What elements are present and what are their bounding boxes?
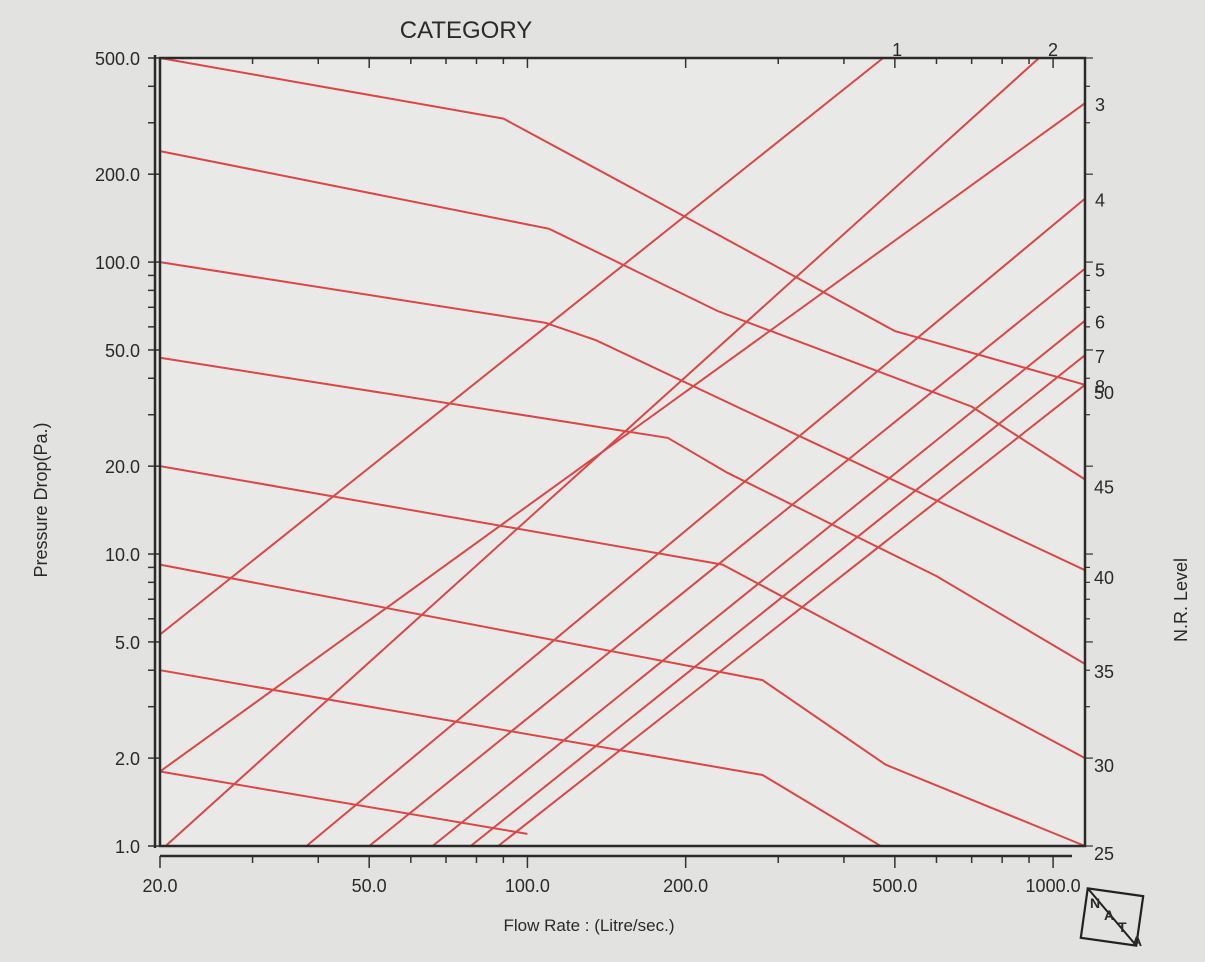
chart-lines bbox=[159, 57, 1086, 847]
nr-level-line bbox=[159, 356, 1086, 665]
category-label: 6 bbox=[1095, 313, 1105, 333]
nr-level-label: 45 bbox=[1094, 478, 1114, 498]
category-line bbox=[497, 384, 1086, 847]
logo-letter: T bbox=[1118, 919, 1127, 935]
logo-letter: A bbox=[1132, 933, 1142, 949]
nr-level-label: 50 bbox=[1094, 383, 1114, 403]
y-tick-label: 500.0 bbox=[95, 49, 140, 69]
category-line bbox=[159, 57, 884, 636]
y-tick-label: 200.0 bbox=[95, 165, 140, 185]
x-tick-label: 50.0 bbox=[352, 876, 387, 896]
plot-frame bbox=[153, 55, 1087, 858]
logo-letter: A bbox=[1104, 907, 1114, 923]
x-tick-label: 20.0 bbox=[142, 876, 177, 896]
nr-level-line bbox=[159, 150, 1086, 481]
logo-letters: NATA bbox=[1090, 895, 1142, 949]
chart-title: CATEGORY bbox=[400, 17, 532, 44]
axis-tick-labels: 20.0 50.0 100.0 200.0 500.0 1000.0 1.0 2.0 5.0 10… bbox=[95, 49, 1081, 896]
y-tick-label: 10.0 bbox=[105, 545, 140, 565]
nr-level-label: 40 bbox=[1094, 568, 1114, 588]
nr-level-line bbox=[159, 57, 1086, 386]
x-tick-label: 1000.0 bbox=[1026, 876, 1081, 896]
logo-letter: N bbox=[1090, 895, 1100, 911]
x-tick-label: 500.0 bbox=[872, 876, 917, 896]
nr-level-line bbox=[159, 563, 1086, 847]
nr-level-label: 25 bbox=[1094, 844, 1114, 864]
y-tick-label: 20.0 bbox=[105, 457, 140, 477]
y-axis-label: Pressure Drop(Pa.) bbox=[31, 422, 51, 577]
nr-level-line bbox=[159, 261, 1086, 572]
nata-logo: NATA bbox=[1079, 887, 1145, 949]
y-tick-label: 100.0 bbox=[95, 253, 140, 273]
y-tick-label: 5.0 bbox=[115, 633, 140, 653]
nr-level-label: 30 bbox=[1094, 756, 1114, 776]
x-tick-label: 200.0 bbox=[663, 876, 708, 896]
category-line bbox=[368, 267, 1086, 847]
nr-level-label: 35 bbox=[1094, 662, 1114, 682]
category-label: 7 bbox=[1095, 347, 1105, 367]
nr-level-line bbox=[159, 465, 1086, 759]
x-tick-label: 100.0 bbox=[505, 876, 550, 896]
category-line bbox=[470, 354, 1086, 847]
nr-level-line bbox=[159, 770, 528, 835]
y2-axis-label: N.R. Level bbox=[1171, 558, 1191, 642]
category-line bbox=[305, 197, 1086, 847]
category-label: 4 bbox=[1095, 191, 1105, 211]
x-axis-label: Flow Rate : (Litre/sec.) bbox=[504, 916, 675, 935]
category-label: 5 bbox=[1095, 261, 1105, 281]
category-line bbox=[159, 102, 1086, 773]
plot-area bbox=[160, 58, 1085, 846]
category-label: 2 bbox=[1048, 40, 1058, 60]
category-label: 8 bbox=[1095, 377, 1105, 397]
y-tick-label: 1.0 bbox=[115, 837, 140, 857]
plot-border bbox=[158, 56, 1087, 848]
nr-level-line bbox=[159, 669, 882, 847]
category-label: 3 bbox=[1095, 95, 1105, 115]
y-tick-label: 2.0 bbox=[115, 749, 140, 769]
category-label: 1 bbox=[892, 40, 902, 60]
y-tick-label: 50.0 bbox=[105, 341, 140, 361]
